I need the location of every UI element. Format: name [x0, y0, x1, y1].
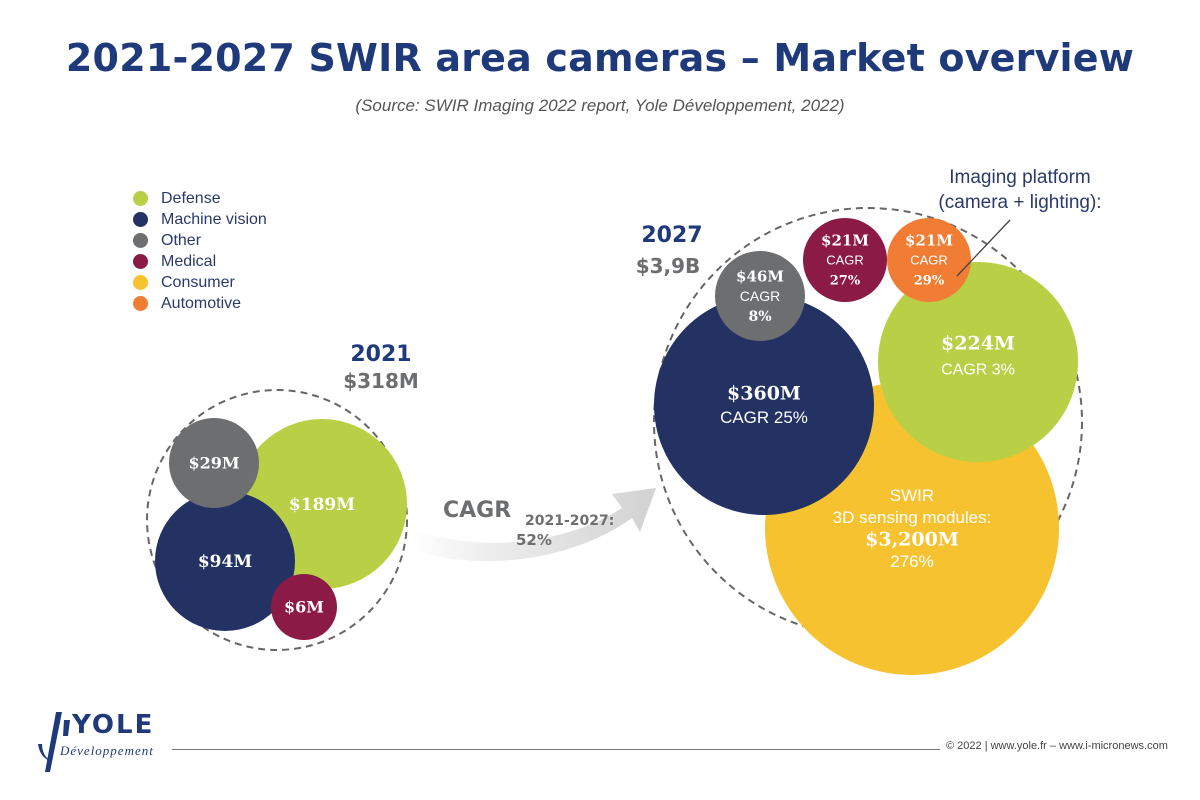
- legend-label: Other: [161, 231, 202, 249]
- legend-item: Defense: [133, 188, 267, 209]
- bubble-label: $94M: [198, 552, 252, 572]
- bubble-machine-vision: $360M CAGR 25%: [654, 295, 874, 515]
- bubble-label: $29M: [188, 454, 239, 473]
- bubble-label: 3D sensing modules:: [833, 508, 992, 527]
- group-2021: 2021$318M $189M $94M $29M $6M: [146, 342, 419, 651]
- cagr-label: CAGR: [443, 498, 511, 523]
- bubble-medical: $6M: [271, 574, 337, 640]
- cagr-period: 2021-2027:: [525, 513, 614, 529]
- bubble-label: $3,200M: [865, 529, 959, 551]
- bubble-medical: $21M CAGR 27%: [803, 218, 887, 302]
- legend-item: Consumer: [133, 272, 267, 293]
- imaging-platform-annotation: Imaging platform (camera + lighting):: [938, 167, 1102, 277]
- annotation-text: (camera + lighting):: [938, 192, 1101, 213]
- bubble-circle: [878, 262, 1078, 462]
- bubble-label: $46M: [736, 267, 784, 285]
- cagr-arrow: CAGR 2021-2027: 52%: [410, 488, 656, 562]
- legend-label: Automotive: [161, 294, 242, 312]
- group-year: 2027: [641, 223, 702, 248]
- yole-logo: YOLE Développement: [30, 706, 180, 776]
- bubble-label: 29%: [914, 274, 945, 289]
- legend-item: Machine vision: [133, 209, 267, 230]
- footer-copyright: © 2022 | www.yole.fr – www.i-micronews.c…: [946, 740, 1168, 752]
- legend-item: Medical: [133, 251, 267, 272]
- bubble-label: CAGR: [740, 288, 780, 304]
- total-outline: [146, 389, 408, 651]
- bubble-other: $29M: [169, 418, 259, 508]
- bubble-circle: [271, 574, 337, 640]
- logo-subtitle: Développement: [60, 743, 154, 758]
- bubble-label: 8%: [748, 309, 771, 325]
- chart-title: 2021-2027 SWIR area cameras – Market ove…: [65, 36, 1135, 80]
- annotation-leader: [956, 219, 1011, 277]
- legend-swatch: [133, 254, 148, 269]
- group-total: $3,9B: [636, 254, 701, 278]
- bubble-automotive: $21M CAGR 29%: [887, 218, 971, 302]
- bubble-circle: [155, 491, 295, 631]
- bubble-circle: [803, 218, 887, 302]
- legend-swatch: [133, 212, 148, 227]
- chart-subtitle: (Source: SWIR Imaging 2022 report, Yole …: [355, 96, 845, 115]
- legend-label: Medical: [161, 252, 217, 270]
- bubble-label: CAGR: [826, 253, 864, 268]
- legend-swatch: [133, 296, 148, 311]
- legend-swatch: [133, 275, 148, 290]
- bubble-machine-vision: $94M: [155, 491, 295, 631]
- bubble-label: $224M: [941, 333, 1015, 355]
- legend-swatch: [133, 191, 148, 206]
- bubble-label: CAGR 25%: [720, 408, 808, 427]
- cagr-value: 52%: [516, 531, 552, 549]
- footer-divider: [172, 749, 940, 750]
- bubble-label: $360M: [727, 383, 801, 405]
- legend-item: Other: [133, 230, 267, 251]
- bubble-defense: $224M CAGR 3%: [878, 262, 1078, 462]
- group-total: $318M: [343, 369, 419, 393]
- annotation-text: Imaging platform: [949, 167, 1091, 188]
- bubble-other: $46M CAGR 8%: [715, 251, 805, 341]
- legend-item: Automotive: [133, 293, 267, 314]
- logo-mark-icon: [38, 712, 70, 772]
- bubble-label: $6M: [284, 598, 324, 617]
- bubble-circle: [654, 295, 874, 515]
- bubble-label: 276%: [890, 552, 933, 571]
- legend-swatch: [133, 233, 148, 248]
- bubble-label: $21M: [905, 231, 953, 249]
- bubble-label: CAGR 3%: [941, 362, 1015, 379]
- legend-label: Consumer: [161, 273, 235, 291]
- bubble-circle: [715, 251, 805, 341]
- legend-label: Machine vision: [161, 210, 267, 228]
- legend-label: Defense: [161, 189, 221, 207]
- bubble-circle: [887, 218, 971, 302]
- bubble-label: CAGR: [910, 253, 948, 268]
- bubble-label: $189M: [289, 495, 355, 515]
- cagr-arrow-shape: [410, 488, 656, 562]
- bubble-label: 27%: [830, 274, 861, 289]
- bubble-label: SWIR: [890, 486, 934, 505]
- logo-name: YOLE: [72, 710, 155, 740]
- bubble-circle: [169, 418, 259, 508]
- group-year: 2021: [350, 342, 411, 367]
- legend: Defense Machine vision Other Medical Con…: [133, 188, 267, 314]
- bubble-label: $21M: [821, 231, 869, 249]
